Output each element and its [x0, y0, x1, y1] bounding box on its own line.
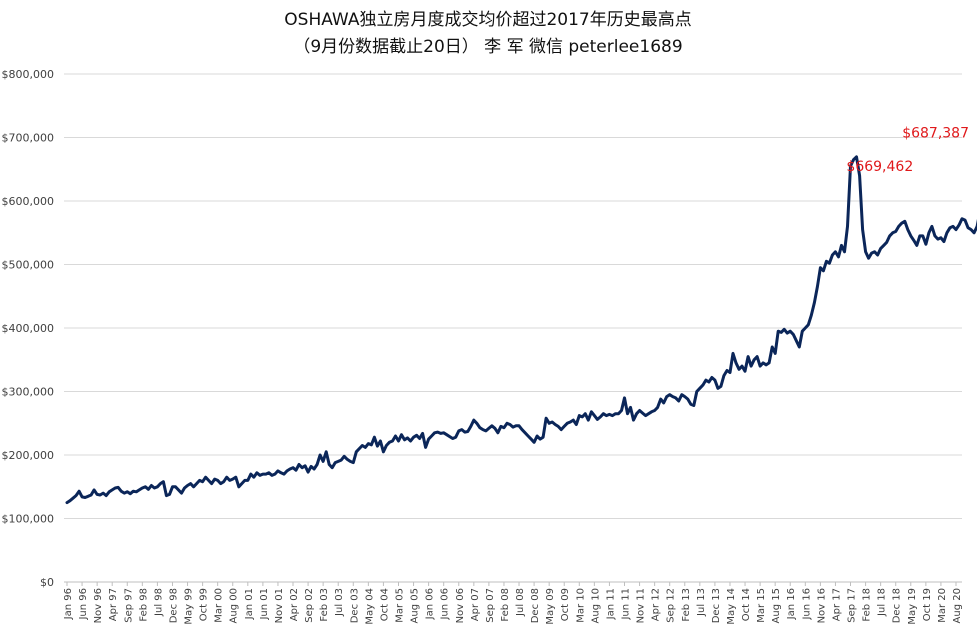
- data-label-annotation: $669,462: [846, 159, 913, 175]
- x-tick-label: Mar 10: [575, 588, 586, 623]
- x-tick-label: Aug 15: [771, 588, 782, 623]
- x-tick-label: Jul 08: [515, 588, 526, 617]
- x-tick-label: Sep 97: [123, 588, 134, 623]
- x-tick-label: Aug 00: [229, 588, 240, 623]
- x-tick-label: Nov 16: [816, 588, 827, 623]
- x-tick-label: Sep 07: [485, 588, 496, 623]
- x-tick-label: Sep 02: [304, 588, 315, 623]
- x-tick-label: Mar 20: [937, 588, 948, 623]
- x-tick-label: Jan 11: [605, 588, 616, 620]
- x-tick-label: Jun 11: [621, 588, 632, 621]
- series-line: [65, 155, 977, 505]
- x-tick-label: Nov 06: [455, 588, 466, 623]
- chart-title-line-1: OSHAWA独立房月度成交均价超过2017年历史最高点: [284, 10, 691, 30]
- x-axis-tick-labels: Jan 96 Jun 96 Nov 96 Apr 97 Sep 97 Feb 98 Jul …: [63, 588, 963, 625]
- x-tick-label: Oct 04: [379, 588, 390, 621]
- x-tick-label: Jun 16: [801, 588, 812, 621]
- x-tick-label: Apr 17: [831, 588, 842, 621]
- y-tick-label: $400,000: [2, 322, 55, 335]
- x-tick-label: Oct 09: [560, 588, 571, 621]
- x-tick-label: Jan 16: [786, 588, 797, 620]
- x-tick-label: Jul 03: [334, 588, 345, 617]
- x-tick-label: Oct 14: [741, 588, 752, 621]
- x-tick-label: Apr 12: [651, 588, 662, 621]
- x-tick-label: Jan 06: [425, 588, 436, 620]
- x-tick-label: Mar 05: [394, 588, 405, 623]
- x-tick-label: Nov 11: [636, 588, 647, 623]
- x-tick-label: Feb 08: [500, 588, 511, 622]
- y-tick-label: $0: [40, 576, 54, 589]
- x-tick-label: Oct 19: [922, 588, 933, 621]
- y-tick-label: $800,000: [2, 68, 55, 81]
- x-tick-label: Sep 17: [847, 588, 858, 623]
- x-tick-label: Aug 05: [410, 588, 421, 623]
- x-tick-label: May 99: [184, 588, 195, 625]
- y-tick-label: $500,000: [2, 259, 55, 272]
- gridlines: [64, 73, 962, 586]
- x-tick-label: Aug 20: [952, 588, 963, 623]
- y-axis-tick-labels: $0 $100,000 $200,000 $300,000 $400,000 $500,0…: [2, 68, 55, 589]
- x-tick-label: May 14: [726, 588, 737, 625]
- x-tick-label: May 09: [545, 588, 556, 625]
- x-tick-label: Feb 98: [138, 588, 149, 622]
- x-tick-label: Mar 00: [214, 588, 225, 623]
- y-tick-label: $700,000: [2, 132, 55, 145]
- x-tick-label: Sep 12: [666, 588, 677, 623]
- x-tick-label: Jul 13: [696, 588, 707, 617]
- x-tick-label: Jun 01: [259, 588, 270, 621]
- x-tick-label: Dec 03: [349, 588, 360, 623]
- x-tick-label: Nov 01: [274, 588, 285, 623]
- chart-title-line-2: （9月份数据截止20日） 李 军 微信 peterlee1689: [293, 37, 682, 57]
- x-tick-label: Jan 96: [63, 588, 74, 620]
- x-tick-label: Apr 97: [108, 588, 119, 621]
- x-tick-label: May 19: [907, 588, 918, 625]
- y-tick-label: $100,000: [2, 513, 55, 526]
- x-tick-label: Apr 07: [470, 588, 481, 621]
- y-tick-label: $200,000: [2, 449, 55, 462]
- y-tick-label: $300,000: [2, 386, 55, 399]
- x-tick-label: Nov 96: [93, 588, 104, 623]
- x-tick-label: Dec 18: [892, 588, 903, 623]
- data-label-annotation: $687,387: [902, 126, 969, 142]
- x-tick-label: Aug 10: [590, 588, 601, 623]
- x-tick-label: Jan 01: [244, 588, 255, 620]
- series-layer: [65, 155, 977, 505]
- x-tick-label: May 04: [364, 588, 375, 625]
- x-tick-label: Dec 98: [168, 588, 179, 623]
- x-tick-label: Feb 18: [862, 588, 873, 622]
- x-tick-label: Feb 03: [319, 588, 330, 622]
- x-tick-label: Dec 13: [711, 588, 722, 623]
- x-tick-label: Jun 06: [440, 588, 451, 621]
- x-tick-label: Jun 96: [78, 588, 89, 621]
- annotations: $669,462 $687,387: [846, 126, 969, 175]
- x-tick-label: Mar 15: [756, 588, 767, 623]
- y-tick-label: $600,000: [2, 195, 55, 208]
- x-tick-label: Apr 02: [289, 588, 300, 621]
- x-tick-label: Jul 98: [153, 588, 164, 617]
- x-tick-label: Jul 18: [877, 588, 888, 617]
- x-tick-label: Feb 13: [681, 588, 692, 622]
- x-tick-label: Oct 99: [199, 588, 210, 621]
- x-tick-label: Dec 08: [530, 588, 541, 623]
